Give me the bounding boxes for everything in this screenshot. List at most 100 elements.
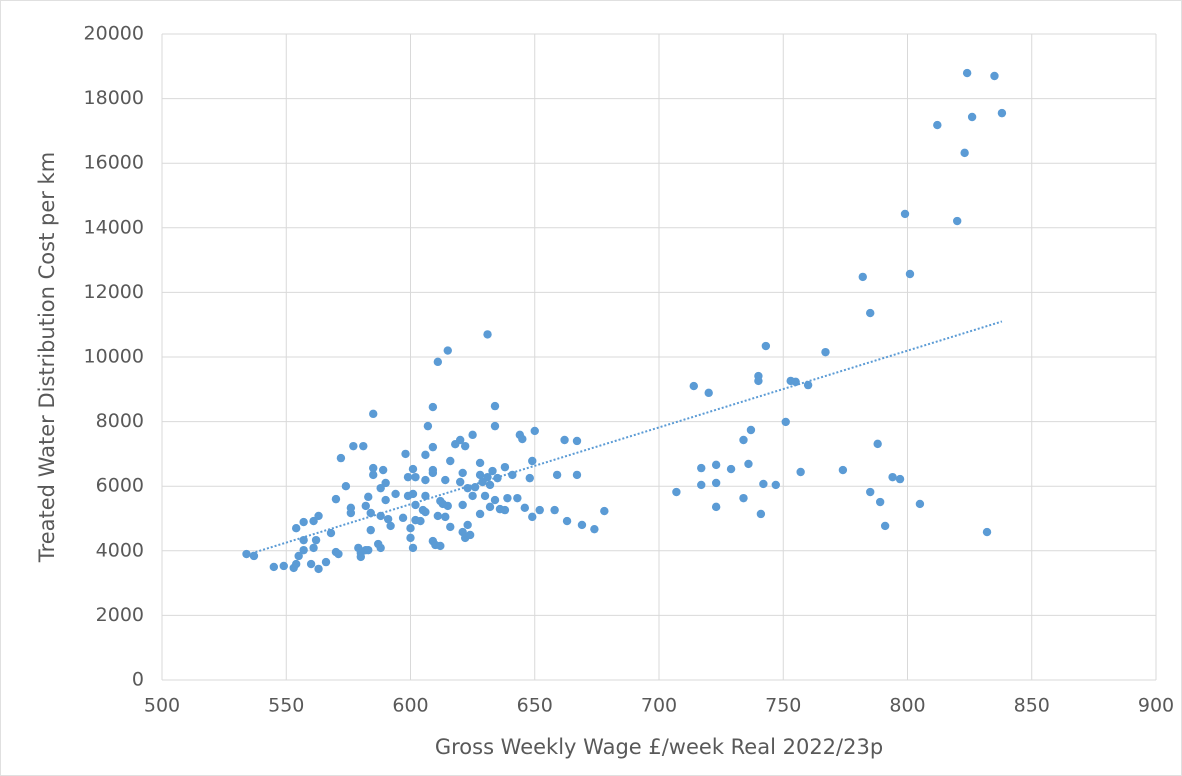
- scatter-point: [306, 559, 316, 569]
- scatter-point: [866, 308, 875, 318]
- scatter-point: [518, 434, 527, 444]
- x-tick-label: 700: [641, 695, 677, 717]
- scatter-point: [441, 475, 450, 485]
- scatter-point: [475, 509, 485, 519]
- scatter-point: [754, 376, 763, 386]
- scatter-point: [428, 402, 438, 412]
- scatter-point: [291, 559, 301, 569]
- scatter-point: [982, 527, 992, 537]
- scatter-point: [458, 468, 467, 478]
- scatter-point: [739, 435, 748, 445]
- scatter-point: [905, 269, 915, 279]
- scatter-point: [294, 551, 303, 561]
- y-tick-label: 10000: [84, 346, 144, 368]
- scatter-point: [331, 494, 341, 504]
- scatter-point: [463, 520, 472, 530]
- scatter-point: [697, 480, 706, 490]
- scatter-point: [309, 516, 318, 526]
- scatter-point: [403, 472, 413, 482]
- scatter-point: [421, 507, 430, 517]
- scatter-point: [888, 472, 897, 482]
- scatter-point: [508, 470, 517, 480]
- scatter-point: [299, 517, 308, 527]
- scatter-point: [369, 409, 378, 419]
- scatter-point: [456, 477, 465, 487]
- scatter-point: [838, 465, 848, 475]
- scatter-point: [446, 456, 455, 466]
- scatter-point: [416, 516, 425, 526]
- scatter-point: [336, 453, 346, 463]
- scatter-point: [880, 521, 890, 531]
- scatter-point: [866, 487, 875, 497]
- scatter-point: [803, 380, 813, 390]
- scatter-point: [378, 465, 388, 475]
- scatter-point: [590, 524, 599, 534]
- scatter-point: [456, 435, 465, 445]
- scatter-point: [443, 501, 452, 511]
- scatter-point: [990, 71, 999, 81]
- scatter-point: [704, 388, 713, 398]
- scatter-point: [480, 491, 490, 501]
- scatter-point: [689, 381, 698, 391]
- scatter-point: [475, 458, 485, 468]
- scatter-point: [672, 487, 681, 497]
- scatter-point: [470, 482, 480, 492]
- scatter-point: [962, 68, 972, 78]
- scatter-point: [697, 463, 706, 473]
- scatter-point: [520, 503, 530, 513]
- scatter-point: [796, 467, 805, 477]
- scatter-point: [406, 523, 415, 533]
- scatter-point: [746, 425, 756, 435]
- scatter-point: [386, 521, 395, 531]
- scatter-point: [421, 450, 430, 460]
- scatter-point: [249, 551, 259, 561]
- scatter-point: [433, 511, 443, 521]
- scatter-point: [485, 502, 495, 512]
- y-tick-label: 16000: [84, 152, 144, 174]
- scatter-point: [530, 426, 539, 436]
- scatter-point: [490, 421, 500, 431]
- scatter-point: [326, 528, 336, 538]
- scatter-point: [346, 503, 356, 513]
- scatter-point: [485, 480, 495, 490]
- y-axis-label: Treated Water Distribution Cost per km: [35, 152, 59, 563]
- scatter-point: [421, 475, 430, 485]
- scatter-point: [572, 470, 582, 480]
- trendline: [243, 320, 1003, 557]
- scatter-point: [408, 543, 418, 553]
- x-tick-label: 900: [1138, 695, 1174, 717]
- y-tick-label: 0: [132, 669, 144, 691]
- scatter-point: [500, 505, 510, 515]
- scatter-point: [503, 493, 512, 503]
- scatter-point: [821, 347, 830, 357]
- scatter-point: [458, 500, 467, 510]
- scatter-point: [423, 421, 433, 431]
- scatter-point: [895, 474, 905, 484]
- scatter-point: [513, 493, 522, 503]
- scatter-point: [562, 516, 572, 526]
- scatter-point: [391, 489, 400, 499]
- scatter-point: [468, 491, 477, 501]
- scatter-point: [900, 209, 910, 219]
- scatter-point: [726, 464, 736, 474]
- scatter-point: [771, 480, 780, 490]
- scatter-point: [933, 120, 942, 130]
- scatter-point: [359, 441, 368, 451]
- y-tick-label: 20000: [84, 23, 144, 45]
- scatter-point: [366, 525, 375, 535]
- x-tick-label: 550: [268, 695, 304, 717]
- scatter-point: [411, 500, 420, 510]
- y-tick-label: 12000: [84, 281, 144, 303]
- scatter-point: [436, 541, 445, 551]
- scatter-point: [528, 456, 537, 466]
- scatter-point: [309, 543, 318, 553]
- y-tick-label: 14000: [84, 216, 144, 238]
- scatter-point: [311, 535, 321, 545]
- scatter-point: [406, 533, 415, 543]
- scatter-point: [759, 479, 768, 489]
- scatter-point: [376, 483, 385, 493]
- scatter-point: [361, 501, 370, 511]
- scatter-point: [366, 508, 375, 518]
- y-tick-label: 2000: [96, 604, 144, 626]
- scatter-point: [744, 459, 753, 469]
